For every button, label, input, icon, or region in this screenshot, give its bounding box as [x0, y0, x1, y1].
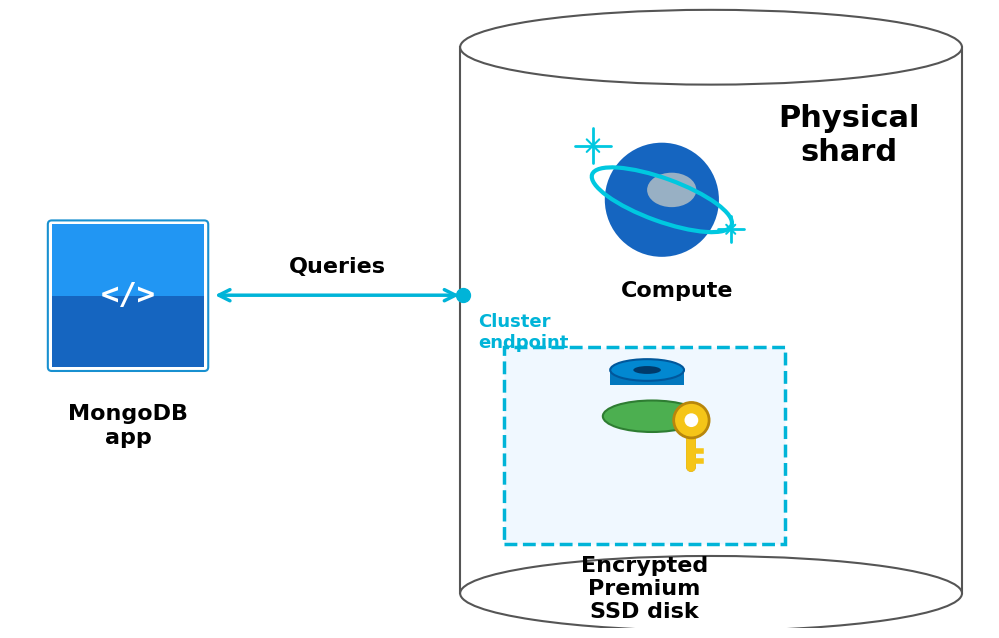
Text: Compute: Compute [620, 281, 733, 301]
Ellipse shape [461, 10, 962, 85]
FancyBboxPatch shape [504, 347, 785, 544]
Ellipse shape [633, 366, 661, 374]
Bar [52, 295, 204, 367]
Circle shape [684, 413, 698, 427]
Bar [52, 225, 204, 295]
Text: </>: </> [101, 281, 156, 310]
Circle shape [673, 403, 709, 438]
Text: MongoDB
app: MongoDB app [68, 404, 188, 448]
Ellipse shape [610, 359, 684, 381]
Bar [610, 369, 684, 385]
Ellipse shape [461, 556, 962, 631]
Circle shape [604, 143, 719, 257]
Ellipse shape [647, 173, 696, 207]
Text: Cluster
endpoint: Cluster endpoint [478, 313, 568, 352]
Text: Physical
shard: Physical shard [778, 105, 920, 167]
Text: Queries: Queries [289, 258, 386, 278]
Text: Encrypted
Premium
SSD disk: Encrypted Premium SSD disk [581, 556, 708, 623]
Ellipse shape [602, 401, 701, 432]
Bar [461, 47, 962, 593]
